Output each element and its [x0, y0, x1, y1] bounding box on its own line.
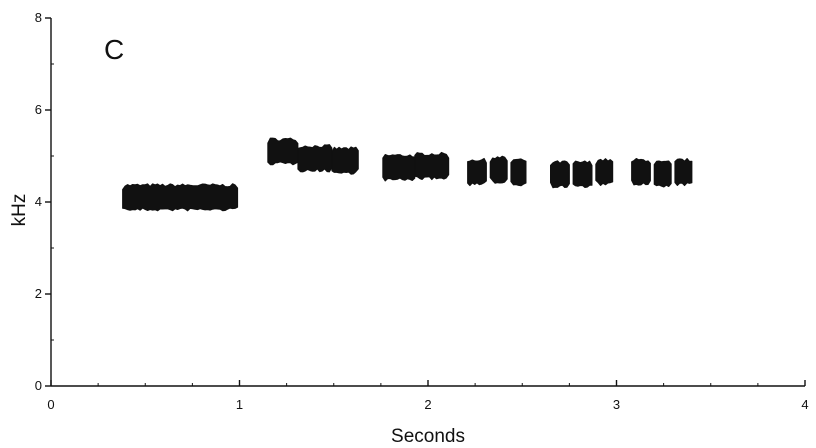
note-mark [414, 151, 450, 181]
note-mark [297, 144, 333, 173]
note-mark [550, 160, 570, 189]
note-mark [572, 160, 593, 188]
axis-ticks: 0 1 2 3 4 0 2 4 6 8 [35, 10, 809, 412]
note-mark [122, 183, 239, 212]
x-tick-label: 0 [47, 397, 54, 412]
panel-label: C [104, 34, 124, 65]
x-tick-label: 1 [236, 397, 243, 412]
x-tick-label: 4 [801, 397, 808, 412]
y-tick-label: 2 [35, 286, 42, 301]
y-tick-label: 4 [35, 194, 42, 209]
note-mark [631, 158, 651, 186]
note-mark [510, 158, 527, 187]
note-mark [489, 155, 508, 184]
syllable-marks [122, 137, 693, 212]
note-mark [595, 158, 614, 186]
note-mark [267, 137, 299, 166]
note-mark [331, 146, 359, 175]
note-mark [382, 154, 416, 182]
note-mark [467, 157, 487, 187]
y-tick-label: 6 [35, 102, 42, 117]
y-tick-label: 8 [35, 10, 42, 25]
y-axis-title: kHz [9, 194, 30, 227]
x-tick-label: 2 [424, 397, 431, 412]
x-tick-label: 3 [613, 397, 620, 412]
note-mark [674, 158, 693, 187]
note-mark [653, 160, 672, 188]
x-axis-title: Seconds [391, 426, 465, 447]
y-tick-label: 0 [35, 378, 42, 393]
